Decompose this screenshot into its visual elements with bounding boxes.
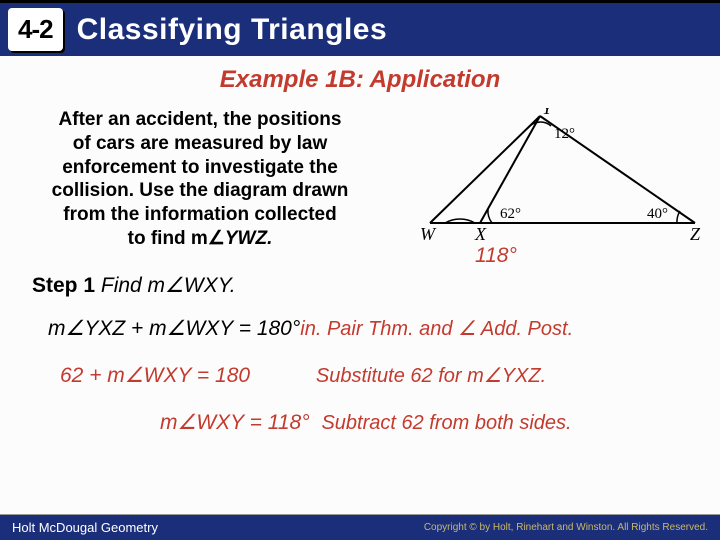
angle-62: 62° xyxy=(500,206,521,222)
diagram-svg: Y W X Z 12° 62° 40° xyxy=(420,108,710,258)
eq3-a: m xyxy=(160,411,178,434)
problem-line2: of cars are measured by law xyxy=(73,133,328,154)
content-area: After an accident, the positions of cars… xyxy=(0,108,720,435)
arc-x xyxy=(488,209,492,223)
angle-12: 12° xyxy=(554,126,575,142)
angle-symbol: ∠ xyxy=(208,228,225,249)
angle-40: 40° xyxy=(647,206,668,222)
eq1-a: m xyxy=(48,317,66,340)
angle-icon: ∠ xyxy=(66,316,85,340)
problem-line3: enforcement to investigate the xyxy=(62,157,338,178)
label-w: W xyxy=(420,224,437,244)
footer-bar: Holt McDougal Geometry Copyright © by Ho… xyxy=(0,514,720,540)
eq2-a: 62 + m xyxy=(60,364,125,387)
problem-line6a: to find m xyxy=(128,228,208,249)
eq3-reason: Subtract 62 from both sides. xyxy=(321,412,571,434)
angle-icon: ∠ xyxy=(178,410,197,434)
eq1-reason-a: in. Pair Thm. and xyxy=(300,318,458,340)
problem-line4: collision. Use the diagram drawn xyxy=(52,180,349,201)
label-y: Y xyxy=(542,108,554,118)
eq2-b: WXY = 180 xyxy=(144,364,250,387)
equation-2: 62 + m∠WXY = 180 Substitute 62 for m∠YXZ… xyxy=(60,363,720,388)
step1-prefix: Step 1 xyxy=(32,274,95,297)
label-z: Z xyxy=(690,224,701,244)
problem-line1: After an accident, the positions xyxy=(59,109,342,130)
step1-rest-b: WXY. xyxy=(184,274,236,297)
problem-line6b: YWZ. xyxy=(225,228,273,249)
angle-icon: ∠ xyxy=(458,318,476,340)
arc-z xyxy=(677,211,680,223)
angle-icon: ∠ xyxy=(484,365,502,387)
triangle-diagram: Y W X Z 12° 62° 40° xyxy=(420,108,710,263)
problem-text: After an accident, the positions of cars… xyxy=(10,108,390,251)
eq1-reason-b: Add. Post. xyxy=(476,318,573,340)
header-bar: 4-2 Classifying Triangles xyxy=(0,0,720,56)
step-1: Step 1 Find m∠WXY. xyxy=(32,273,720,298)
section-badge: 4-2 xyxy=(8,8,63,51)
chapter-title: Classifying Triangles xyxy=(77,13,388,47)
eq2-reason: Substitute 62 for m xyxy=(316,365,484,387)
equation-1: m∠YXZ + m∠WXY = 180°in. Pair Thm. and ∠ … xyxy=(48,316,720,341)
problem-line5: from the information collected xyxy=(63,204,336,225)
eq2-reason-b: YXZ. xyxy=(502,365,546,387)
footer-copyright: Copyright © by Holt, Rinehart and Winsto… xyxy=(424,522,708,533)
eq1-c: WXY = 180° xyxy=(185,317,300,340)
label-x: X xyxy=(474,224,487,244)
angle-icon: ∠ xyxy=(167,316,186,340)
step1-rest-a: Find m xyxy=(95,274,165,297)
example-subtitle: Example 1B: Application xyxy=(0,66,720,94)
equation-3: m∠WXY = 118° Subtract 62 from both sides… xyxy=(160,410,720,435)
annotation-118: 118° xyxy=(475,244,517,268)
angle-icon: ∠ xyxy=(165,273,184,297)
eq1-b: YXZ + m xyxy=(84,317,166,340)
footer-book: Holt McDougal Geometry xyxy=(12,520,158,535)
eq3-b: WXY = 118° xyxy=(196,411,309,434)
angle-icon: ∠ xyxy=(125,363,144,387)
line-wy xyxy=(430,116,540,223)
